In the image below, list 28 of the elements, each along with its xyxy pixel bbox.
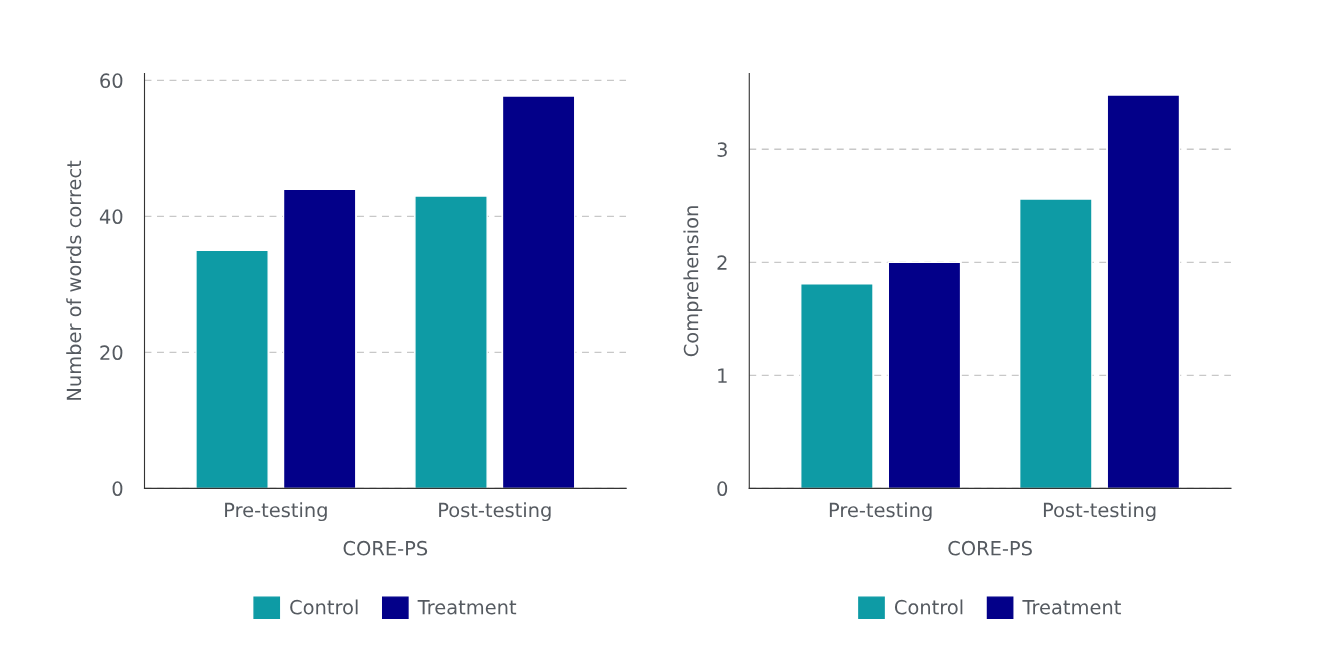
y-tick-label: 20: [100, 345, 123, 361]
x-tick-label: Post-testing: [1043, 502, 1156, 522]
y-tick-label: 1: [718, 368, 727, 383]
bar: [1018, 198, 1093, 489]
y-tick-label: 0: [717, 481, 728, 497]
y-tick-label: 40: [99, 209, 123, 225]
x-tick-label: Pre-testing: [829, 502, 932, 522]
y-tick-label: 3: [717, 142, 727, 157]
y-tick-label: 0: [112, 481, 123, 497]
bar: [195, 249, 269, 489]
y-tick-label: 60: [100, 73, 123, 89]
bar: [414, 195, 488, 489]
legend-label: Control: [894, 599, 963, 615]
legend-label: Treatment: [417, 600, 517, 615]
legend-label: Control: [290, 599, 358, 615]
y-tick-label: 2: [717, 255, 727, 270]
bar: [800, 283, 874, 489]
y-axis-title: Comprehension: [683, 206, 703, 357]
bar: [282, 188, 357, 489]
x-axis-title: CORE-PS: [948, 540, 1032, 556]
legend-label: Treatment: [1022, 600, 1121, 615]
x-axis-title: CORE-PS: [343, 540, 428, 556]
bar: [501, 95, 576, 489]
bar: [887, 261, 962, 489]
x-tick-label: Post-testing: [439, 502, 551, 522]
x-tick-label: Pre-testing: [225, 502, 327, 522]
bar: [1106, 94, 1181, 489]
y-axis-title: Number of words correct: [66, 160, 82, 400]
